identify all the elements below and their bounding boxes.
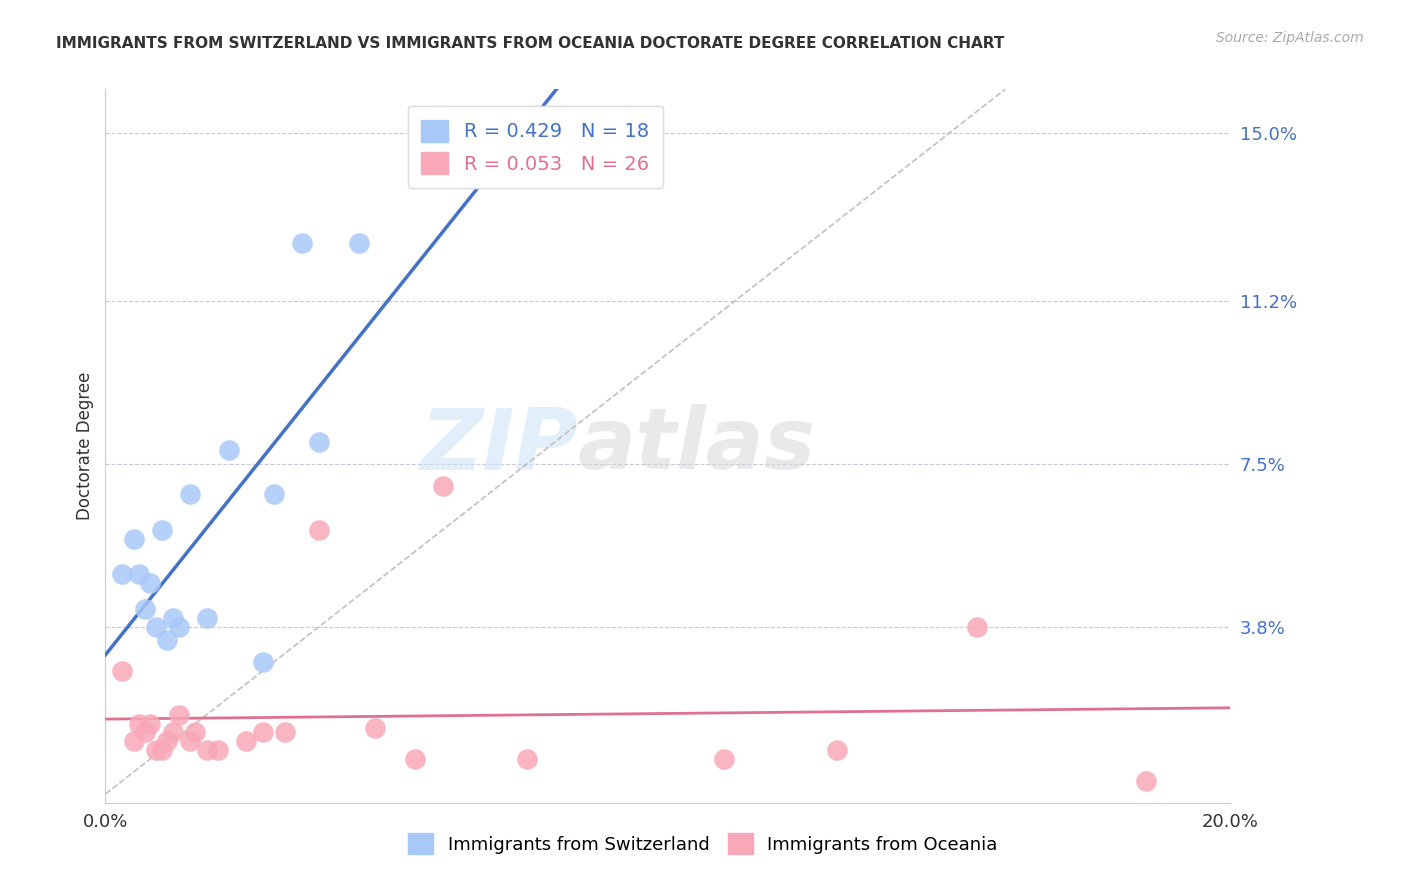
- Point: [291, 236, 314, 251]
- Point: [516, 752, 538, 766]
- Text: Source: ZipAtlas.com: Source: ZipAtlas.com: [1216, 31, 1364, 45]
- Text: atlas: atlas: [578, 404, 815, 488]
- Point: [122, 532, 145, 546]
- Point: [111, 664, 134, 678]
- Point: [1135, 773, 1157, 788]
- Point: [145, 619, 167, 633]
- Point: [122, 734, 145, 748]
- Y-axis label: Doctorate Degree: Doctorate Degree: [76, 372, 94, 520]
- Point: [218, 443, 240, 458]
- Point: [128, 566, 150, 581]
- Point: [713, 752, 735, 766]
- Point: [111, 566, 134, 581]
- Point: [145, 743, 167, 757]
- Point: [364, 721, 387, 735]
- Point: [162, 725, 184, 739]
- Legend: Immigrants from Switzerland, Immigrants from Oceania: Immigrants from Switzerland, Immigrants …: [398, 822, 1008, 865]
- Point: [235, 734, 257, 748]
- Point: [252, 725, 274, 739]
- Point: [308, 434, 330, 449]
- Point: [179, 734, 201, 748]
- Point: [167, 707, 190, 722]
- Text: ZIP: ZIP: [420, 404, 578, 488]
- Point: [404, 752, 426, 766]
- Point: [966, 619, 988, 633]
- Point: [139, 575, 162, 590]
- Point: [825, 743, 848, 757]
- Point: [263, 487, 285, 501]
- Point: [308, 523, 330, 537]
- Point: [195, 743, 218, 757]
- Point: [347, 236, 370, 251]
- Point: [134, 725, 156, 739]
- Point: [432, 478, 454, 492]
- Text: IMMIGRANTS FROM SWITZERLAND VS IMMIGRANTS FROM OCEANIA DOCTORATE DEGREE CORRELAT: IMMIGRANTS FROM SWITZERLAND VS IMMIGRANT…: [56, 36, 1005, 51]
- Point: [156, 632, 179, 647]
- Point: [167, 619, 190, 633]
- Point: [207, 743, 229, 757]
- Legend: R = 0.429   N = 18, R = 0.053   N = 26: R = 0.429 N = 18, R = 0.053 N = 26: [408, 106, 662, 188]
- Point: [150, 523, 173, 537]
- Point: [139, 716, 162, 731]
- Point: [252, 655, 274, 669]
- Point: [134, 602, 156, 616]
- Point: [195, 611, 218, 625]
- Point: [162, 611, 184, 625]
- Point: [179, 487, 201, 501]
- Point: [274, 725, 297, 739]
- Point: [184, 725, 207, 739]
- Point: [150, 743, 173, 757]
- Point: [156, 734, 179, 748]
- Point: [128, 716, 150, 731]
